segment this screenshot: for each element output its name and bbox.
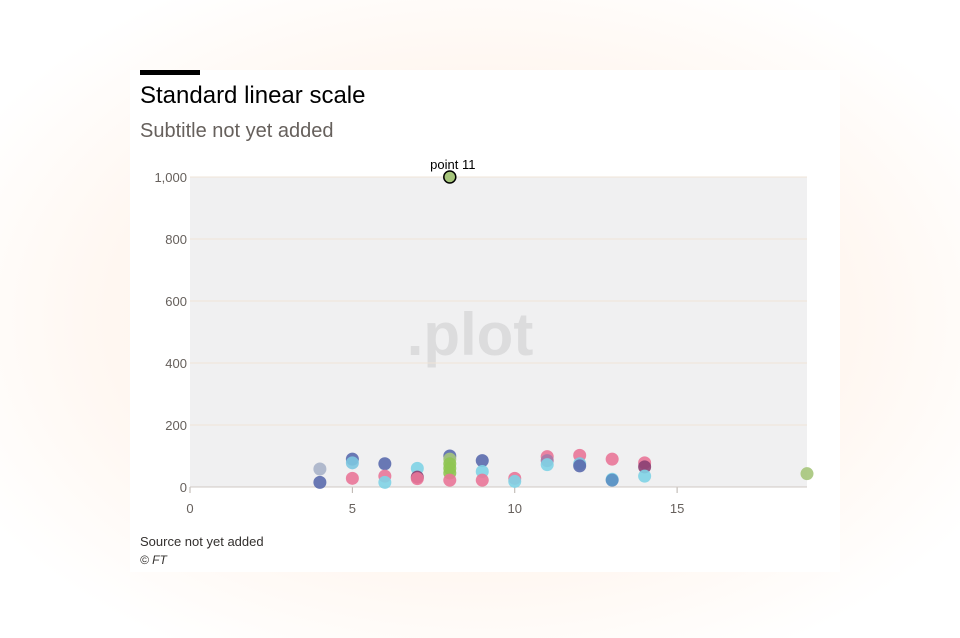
y-tick-label: 800 bbox=[165, 232, 187, 247]
data-point[interactable] bbox=[313, 462, 327, 476]
scatter-chart: .plot 0 200 400 600 800 1,000 0 5 10 15 point 11 bbox=[154, 157, 814, 516]
data-point[interactable] bbox=[345, 471, 359, 485]
y-tick-label: 400 bbox=[165, 356, 187, 371]
data-point[interactable] bbox=[378, 457, 392, 471]
y-tick-label: 1,000 bbox=[154, 170, 187, 185]
data-point[interactable] bbox=[540, 458, 554, 472]
chart-copyright: © FT bbox=[140, 553, 167, 567]
data-point[interactable] bbox=[475, 454, 489, 468]
x-tick-label: 0 bbox=[186, 501, 193, 516]
data-point[interactable] bbox=[378, 475, 392, 489]
data-point[interactable] bbox=[605, 473, 619, 487]
highlighted-data-point[interactable] bbox=[443, 170, 457, 184]
title-accent-bar bbox=[140, 70, 200, 75]
data-point[interactable] bbox=[638, 469, 652, 483]
data-point[interactable] bbox=[508, 474, 522, 488]
chart-subtitle: Subtitle not yet added bbox=[140, 120, 334, 142]
data-point[interactable] bbox=[605, 452, 619, 466]
data-point[interactable] bbox=[443, 473, 457, 487]
x-tick-label: 5 bbox=[349, 501, 356, 516]
x-tick-label: 15 bbox=[670, 501, 684, 516]
x-tick-label: 10 bbox=[508, 501, 522, 516]
highlight-label: point 11 bbox=[430, 157, 475, 172]
data-point[interactable] bbox=[410, 472, 424, 486]
data-point[interactable] bbox=[638, 460, 652, 474]
plot-watermark: .plot bbox=[407, 301, 534, 368]
plot-area bbox=[190, 177, 807, 487]
data-point[interactable] bbox=[573, 459, 587, 473]
y-tick-label: 0 bbox=[180, 480, 187, 495]
chart-source: Source not yet added bbox=[140, 534, 264, 549]
data-point[interactable] bbox=[345, 456, 359, 470]
data-point[interactable] bbox=[313, 475, 327, 489]
y-tick-label: 600 bbox=[165, 294, 187, 309]
y-tick-label: 200 bbox=[165, 418, 187, 433]
chart-title: Standard linear scale bbox=[140, 82, 366, 109]
data-point[interactable] bbox=[800, 467, 814, 481]
data-point[interactable] bbox=[475, 473, 489, 487]
